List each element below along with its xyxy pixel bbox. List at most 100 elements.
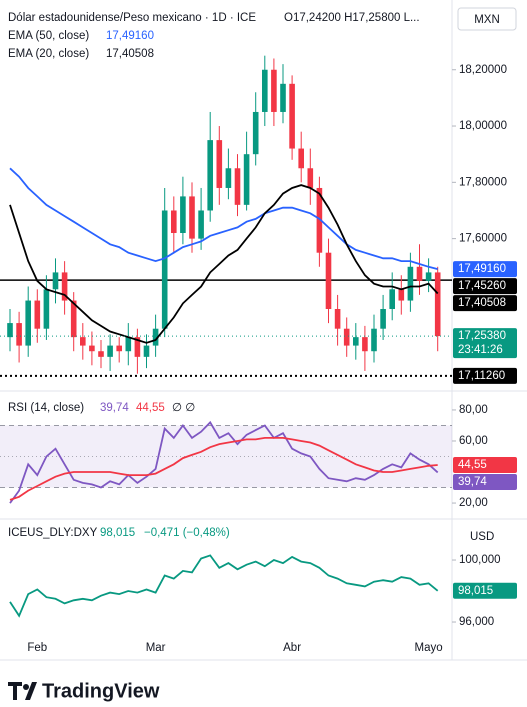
candle-body [289, 83, 295, 149]
price-label-text: 98,015 [458, 585, 493, 597]
brand-logo[interactable]: TradingView [8, 680, 160, 702]
ema-line [9, 184, 439, 344]
y-tick-label: 96,000 [459, 616, 494, 628]
candle-body [407, 266, 414, 301]
candle-body [198, 210, 204, 239]
candle-body [125, 337, 132, 352]
candle-body [25, 300, 31, 346]
series-line [9, 437, 438, 501]
price-label-text: 39,74 [458, 476, 487, 488]
price-label [453, 367, 517, 384]
candle-body [416, 266, 423, 281]
candle-body [43, 289, 50, 329]
unit-box[interactable] [457, 7, 517, 31]
legend-value: 98,015 [100, 527, 135, 539]
candle-body [161, 210, 168, 329]
price-label-text: 17,49160 [458, 263, 506, 275]
y-tick-label: 60,00 [459, 435, 488, 447]
ohlc-values: O17,24200 H17,25800 L... [284, 12, 420, 24]
candle-body [389, 289, 395, 309]
symbol-title: Dólar estadounidense/Peso mexicano · 1D … [8, 12, 256, 24]
x-tick-label: Feb [27, 642, 47, 654]
price-label-text: 17,40508 [458, 297, 506, 309]
price-label [453, 295, 517, 312]
candle-body [70, 300, 77, 338]
price-label-text: 17,45260 [458, 280, 506, 292]
candle-body [171, 210, 177, 233]
logo-shape [25, 682, 37, 700]
candle-body [362, 337, 368, 352]
legend-flags: ∅ ∅ [172, 402, 195, 414]
y-tick-label: 17,60000 [459, 233, 507, 245]
candle-body [371, 328, 377, 352]
y-tick-label: 18,20000 [459, 64, 507, 76]
logo-shape [8, 682, 22, 700]
price-label [453, 456, 517, 473]
y-tick-label: 17,80000 [459, 176, 507, 188]
candle-body [143, 345, 150, 357]
price-label [453, 582, 517, 599]
candle-body [152, 328, 159, 346]
candle-body [325, 252, 332, 309]
price-label-text: 17,11260 [458, 370, 505, 382]
x-tick-label: Mar [146, 642, 166, 654]
price-label [453, 473, 517, 490]
unit-label: MXN [474, 14, 500, 26]
price-label [453, 328, 517, 359]
countdown-text: 23:41:26 [458, 344, 503, 356]
candle-body [425, 272, 432, 281]
candle-body [107, 345, 113, 357]
legend-entry: RSI (14, close) [8, 402, 84, 414]
unit-label: USD [470, 531, 494, 543]
y-tick-label: 100,000 [459, 554, 501, 566]
legend-value: 17,40508 [106, 48, 154, 60]
x-tick-label: Abr [283, 642, 301, 654]
candle-body [380, 309, 386, 329]
candle-body [7, 323, 13, 338]
candle-body [298, 148, 304, 169]
candle-body [189, 196, 195, 239]
series-line [9, 420, 439, 504]
candle-body [243, 154, 250, 205]
price-label [453, 278, 517, 295]
candle-body [271, 69, 277, 112]
candle-body [234, 168, 241, 205]
candle-body [316, 187, 323, 253]
legend-value: 44,55 [136, 402, 165, 414]
candle-body [134, 337, 141, 357]
legend-change: −0,471 (−0,48%) [144, 527, 230, 539]
plot: Feb Mar Abr Mayo 18,20000 18,00000 17,80000 17,… [0, 55, 517, 654]
price-label [453, 261, 517, 278]
series-line [9, 554, 439, 618]
candle-body [180, 196, 186, 233]
ema-line [9, 167, 438, 270]
candle-body [262, 69, 268, 112]
y-tick-label: 18,00000 [459, 120, 507, 132]
candle-body [80, 337, 86, 346]
legend-entry: EMA (50, close) [8, 30, 89, 42]
legend-entry: ICEUS_DLY:DXY [8, 527, 98, 539]
candle-body [207, 140, 213, 211]
x-tick-label: Mayo [415, 642, 443, 654]
candle-body [61, 272, 68, 301]
candle-body [280, 83, 286, 112]
candle-body [52, 272, 59, 290]
y-tick-label: 20,00 [459, 497, 488, 509]
candle-body [98, 351, 104, 357]
candle-body [398, 289, 405, 301]
price-label-text: 44,55 [458, 459, 487, 471]
legend-entry: EMA (20, close) [8, 48, 89, 60]
brand-name: TradingView [42, 680, 160, 702]
candle-body [216, 140, 223, 188]
price-label-text: 17,25380 [458, 330, 506, 342]
candle-body [434, 272, 441, 337]
candle-body [225, 168, 232, 188]
legend-value: 39,74 [100, 402, 129, 414]
candle-body [34, 300, 41, 329]
candle-body [307, 168, 314, 188]
candle-body [89, 345, 95, 352]
candle-body [116, 345, 122, 352]
candle-body [16, 323, 22, 346]
